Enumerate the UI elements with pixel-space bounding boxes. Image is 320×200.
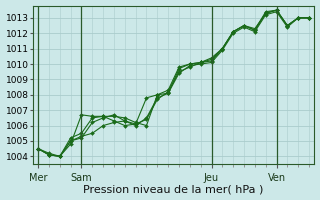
X-axis label: Pression niveau de la mer( hPa ): Pression niveau de la mer( hPa ) (84, 184, 264, 194)
